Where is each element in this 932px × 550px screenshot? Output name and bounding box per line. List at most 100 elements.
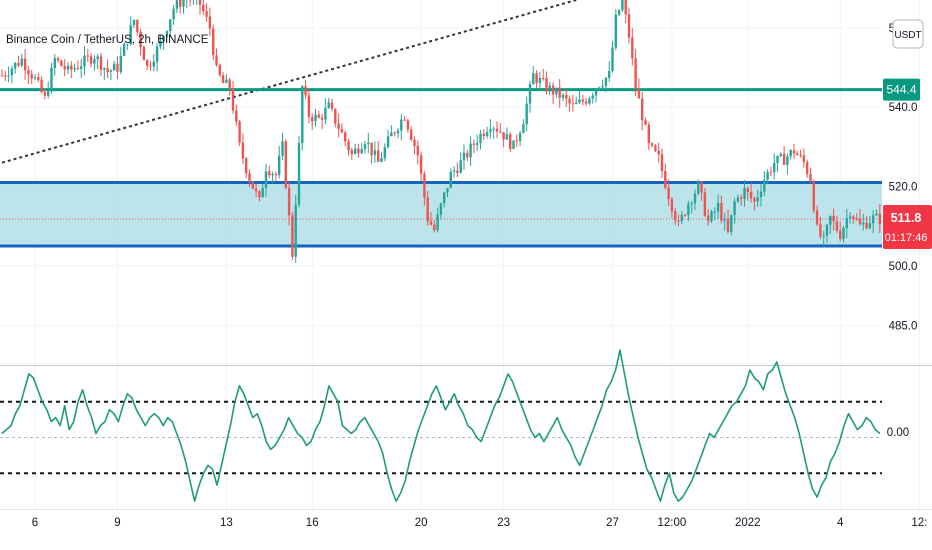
candle [70,61,73,79]
candle-body [202,4,205,12]
candle [512,140,515,150]
candle-body [875,213,878,216]
candle-body [314,114,317,122]
candle [723,212,726,231]
last-price-tag[interactable]: 511.8 01:17:46 [883,205,932,249]
candle [660,148,664,178]
candle [307,89,311,123]
candle-body [317,114,320,118]
level-price-tag[interactable]: 544.4 [883,78,920,101]
candle [413,136,416,155]
candle-body [499,131,502,133]
candle-body [106,68,109,72]
candle-body [122,44,126,56]
candle [238,119,241,147]
candle-body [733,201,736,215]
candle [186,0,188,9]
candle-body [396,130,400,134]
symbol-header[interactable]: Binance Coin / TetherUS, 2h, BINANCE [6,34,209,46]
candle [261,183,264,198]
candle-body [839,230,842,240]
candle [650,142,654,148]
candle [304,79,307,99]
candle [766,169,769,185]
candle [462,144,466,170]
candle-body [664,170,667,188]
candle-body [284,141,287,188]
time-axis-label: 12:00 [658,517,687,529]
candle [274,171,278,182]
candle [37,72,40,83]
candle-body [650,143,654,146]
candle [624,0,627,24]
candle [806,159,809,178]
candle [416,140,419,165]
time-axis-label: 12: [911,517,927,529]
candle-body [627,14,631,38]
candle [344,130,347,147]
candle [505,127,509,140]
candle-body [492,128,495,130]
candle [878,204,881,234]
candle-body [136,19,139,32]
candle-body [251,181,254,189]
candle [175,0,179,14]
candle-body [383,147,386,159]
candle [113,61,116,71]
candle [403,115,406,122]
candle-body [558,87,561,98]
candle-body [802,155,806,163]
candle-body [0,75,4,77]
candle [730,214,733,236]
candle-body [198,0,202,5]
candle-body [472,143,476,145]
candle-body [218,65,221,76]
level-price-label: 544.4 [886,83,916,97]
candle [254,183,258,198]
candle [327,97,330,109]
candle-body [518,133,522,142]
candle-body [248,173,251,182]
candle [472,139,476,154]
candle-body [172,8,175,20]
candle-body [746,187,749,192]
candle-body [139,31,142,48]
candle-body [512,140,515,149]
candle-body [485,132,489,137]
candle [278,145,281,179]
candle [353,143,357,155]
currency-button[interactable]: USDT [892,19,924,49]
candle [317,110,320,119]
candle [548,81,551,96]
candle-body [327,102,330,108]
candle [482,129,485,141]
candle [165,30,169,39]
candle-body [357,148,360,154]
time-axis-label: 16 [306,517,319,529]
candle [525,96,528,132]
candle [588,96,591,106]
candle-body [726,219,730,232]
candle-body [426,197,429,222]
candle-body [152,61,155,67]
oscillator-pane [0,400,882,475]
candle [594,88,598,103]
candle-body [538,78,542,84]
candle-body [278,155,281,175]
candle [677,214,680,227]
candle [360,142,363,155]
candle [386,129,390,149]
candle-body [720,202,723,221]
time-axis[interactable]: 6 9 13 16 20 23 27 12:00 2022 4 12: [32,517,928,529]
candle [644,117,647,126]
candle [60,59,63,67]
candle-body [373,150,377,155]
candle-body [575,102,578,104]
candle [713,207,716,220]
candle-body [683,214,687,216]
candle-body [274,173,278,175]
candle [518,130,522,146]
candle [687,200,690,222]
candle-body [281,141,284,156]
